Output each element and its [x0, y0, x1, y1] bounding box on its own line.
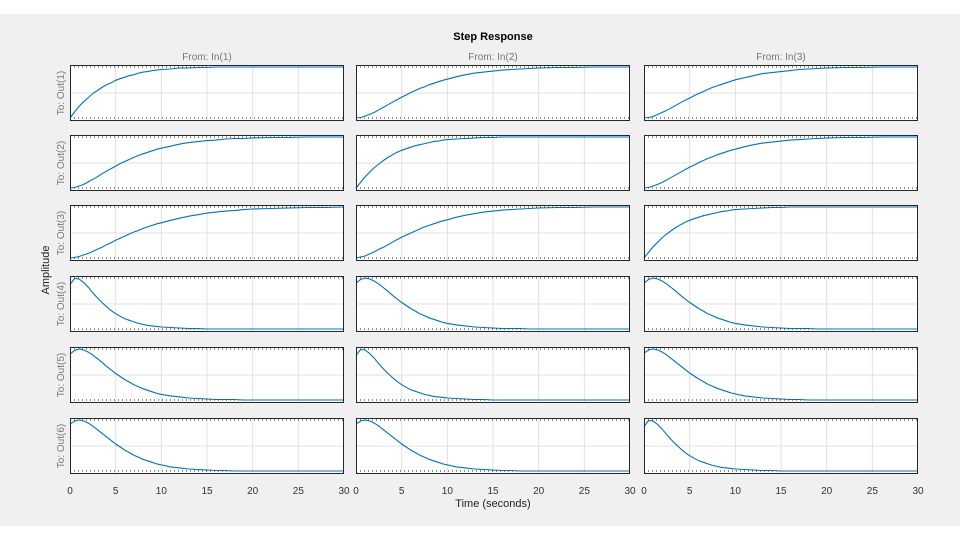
panel-out3-in1-response-line: [69, 206, 345, 259]
panel-out6-in1-frame: [70, 418, 344, 474]
panel-out2-in1-response-line: [69, 136, 344, 189]
x-tick-label-col2-3: 15: [487, 486, 499, 497]
panel-out4-in2-frame: [356, 276, 630, 332]
x-tick-label-col3-1: 5: [687, 486, 693, 497]
panel-out6-in2: [355, 418, 630, 474]
x-tick-label-col3-0: 0: [641, 486, 647, 497]
panel-out1-in3-frame: [644, 65, 918, 121]
x-tick-label-col1-3: 15: [201, 486, 213, 497]
panel-out5-in2-frame: [356, 347, 630, 403]
panel-out3-in2: [355, 205, 630, 261]
panel-out2-in3-response-line: [643, 136, 918, 189]
chart-title: Step Response: [453, 31, 532, 43]
subplot-grid: From: In(1) From: In(2) From: In(3) To: Out…: [56, 52, 924, 497]
row-label-out5: To: Out(5): [56, 353, 67, 397]
panel-out5-in3: [643, 347, 918, 403]
panel-out2-in1: [69, 135, 344, 191]
column-header-in3: From: In(3): [756, 52, 805, 63]
panel-out6-in2-frame: [356, 418, 630, 474]
x-tick-label-col1-5: 25: [293, 486, 305, 497]
panel-out5-in1-response-line: [69, 348, 344, 401]
row-label-out6: To: Out(6): [56, 424, 67, 468]
column-header-in1: From: In(1): [182, 52, 231, 63]
x-tick-label-col3-2: 10: [730, 486, 742, 497]
panel-out5-in1-frame: [70, 347, 344, 403]
row-label-out2: To: Out(2): [56, 141, 67, 185]
x-tick-label-col3-6: 30: [912, 486, 924, 497]
panel-out2-in2-frame: [356, 135, 630, 191]
column-header-in2: From: In(2): [468, 52, 517, 63]
panel-out1-in2-response-line: [355, 66, 630, 119]
panel-out1-in2: [355, 65, 630, 121]
panel-out1-in3: [643, 65, 918, 121]
panel-out2-in3-frame: [644, 135, 918, 191]
panel-out6-in3-frame: [644, 418, 918, 474]
panel-out6-in3: [643, 418, 918, 474]
x-tick-label-col1-0: 0: [67, 486, 73, 497]
x-tick-label-col1-4: 20: [247, 486, 259, 497]
panel-out3-in1: [69, 205, 345, 261]
x-tick-label-col3-3: 15: [775, 486, 787, 497]
panel-out4-in1-frame: [70, 276, 344, 332]
x-tick-label-col3-5: 25: [867, 486, 879, 497]
x-tick-label-col2-0: 0: [353, 486, 359, 497]
panel-out1-in1-response-line: [69, 66, 344, 119]
panel-out6-in3-response-line: [643, 419, 918, 472]
step-response-chart: Step Response Time (seconds) Amplitude F…: [40, 31, 924, 510]
x-axis-label: Time (seconds): [455, 498, 530, 510]
panel-out2-in1-frame: [70, 135, 344, 191]
panel-out3-in3: [643, 205, 918, 261]
panel-out6-in1: [69, 418, 344, 474]
row-label-out3: To: Out(3): [56, 211, 67, 255]
panel-out4-in3-frame: [644, 276, 918, 332]
panel-out6-in2-response-line: [355, 419, 630, 472]
panel-out1-in3-response-line: [643, 66, 918, 119]
panel-out3-in2-frame: [356, 205, 630, 261]
panel-out3-in2-response-line: [355, 206, 630, 259]
panel-out4-in1: [69, 276, 344, 332]
panel-out6-in1-response-line: [69, 419, 344, 472]
x-tick-label-col2-4: 20: [533, 486, 545, 497]
x-tick-label-col1-6: 30: [338, 486, 350, 497]
y-axis-label: Amplitude: [40, 246, 52, 295]
panel-out4-in2-response-line: [355, 277, 630, 330]
panel-out1-in2-frame: [356, 65, 630, 121]
x-tick-label-col2-5: 25: [579, 486, 591, 497]
panel-out5-in1: [69, 347, 344, 403]
panel-out1-in1-frame: [70, 65, 344, 121]
panel-out2-in3: [643, 135, 918, 191]
figure-window: Step Response Time (seconds) Amplitude F…: [0, 14, 960, 526]
panel-out4-in2: [355, 276, 630, 332]
panel-out2-in2: [355, 135, 630, 191]
panel-out4-in1-response-line: [69, 277, 344, 330]
x-tick-label-col2-2: 10: [442, 486, 454, 497]
row-label-out4: To: Out(4): [56, 282, 67, 326]
panel-out3-in1-frame: [70, 205, 344, 261]
panel-out4-in3-response-line: [643, 277, 918, 330]
panel-out3-in3-frame: [644, 205, 918, 261]
x-tick-label-col1-1: 5: [113, 486, 119, 497]
x-tick-label-col2-6: 30: [624, 486, 636, 497]
panel-out3-in3-response-line: [643, 206, 918, 259]
panel-out4-in3: [643, 276, 918, 332]
panel-out5-in2: [355, 347, 630, 403]
panel-out5-in2-response-line: [355, 348, 630, 401]
x-tick-label-col3-4: 20: [821, 486, 833, 497]
x-tick-label-col1-2: 10: [156, 486, 168, 497]
panel-out5-in3-response-line: [643, 348, 918, 401]
panel-out5-in3-frame: [644, 347, 918, 403]
x-tick-label-col2-1: 5: [399, 486, 405, 497]
row-label-out1: To: Out(1): [56, 71, 67, 115]
panel-out2-in2-response-line: [355, 136, 630, 189]
panel-out1-in1: [69, 65, 344, 121]
